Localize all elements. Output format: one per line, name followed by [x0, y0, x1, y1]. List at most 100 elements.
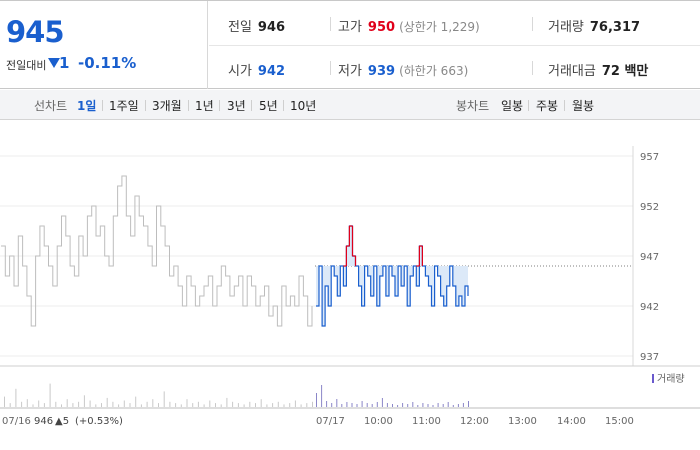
x-tick-label: 11:00: [412, 416, 441, 427]
period-5year[interactable]: 5년: [259, 99, 278, 113]
volume-bar: [123, 400, 125, 407]
intraday-price-chart: 957 952 947 942 937 거래량 07/16 946 ▲5 (+0…: [0, 146, 700, 427]
line-chart-label: 선차트: [34, 99, 68, 113]
x-tick-label: 13:00: [508, 416, 537, 427]
volume-bar: [209, 400, 211, 407]
volume-bar: [249, 401, 251, 407]
volume-bar: [306, 403, 308, 407]
volume-bar: [294, 400, 296, 407]
volume-bar: [61, 404, 62, 407]
candle-weekly[interactable]: 주봉: [536, 99, 559, 113]
volume-bar: [266, 404, 268, 407]
volume-bar: [158, 403, 159, 407]
volume-bar: [112, 401, 114, 407]
high-label: 고가: [338, 20, 362, 35]
x-tick-label: 07/16: [2, 416, 31, 427]
period-1week[interactable]: 1주일: [109, 99, 139, 113]
amount-label: 거래대금: [548, 64, 596, 79]
volume-bar: [376, 402, 378, 407]
volume-bars: [4, 383, 469, 407]
volume-legend: 거래량: [657, 373, 685, 385]
x-tick-label: 15:00: [605, 416, 634, 427]
volume-bar: [386, 403, 388, 407]
price-series: [1, 175, 633, 327]
volume-bar: [169, 401, 171, 407]
volume-bar: [255, 403, 256, 407]
y-tick-label: 952: [640, 202, 659, 213]
volume-bar: [192, 403, 194, 407]
y-tick-label: 957: [640, 152, 659, 163]
volume-bar: [272, 403, 274, 407]
volume-bar: [135, 396, 137, 407]
volume-bar: [197, 401, 199, 407]
volume-bar: [9, 403, 11, 407]
volume-bar: [437, 403, 439, 407]
volume-legend-swatch: [652, 374, 654, 383]
volume-bar: [289, 403, 291, 407]
period-3year[interactable]: 3년: [227, 99, 246, 113]
volume-bar: [186, 399, 188, 407]
volume-bar: [95, 404, 97, 407]
today-up-line: [343, 225, 423, 267]
volume-bar: [180, 404, 182, 407]
y-tick-label: 947: [640, 252, 659, 263]
volume-bar: [351, 403, 353, 407]
prev-close-label: 전일: [228, 20, 252, 35]
volume-bar: [442, 404, 444, 407]
volume-bar: [407, 404, 409, 407]
volume-bar: [83, 395, 85, 407]
volume-bar: [237, 403, 239, 407]
volume-bar: [462, 403, 464, 407]
period-3month[interactable]: 3개월: [152, 99, 182, 113]
volume-bar: [300, 404, 302, 407]
amount-value: 72 백만: [601, 64, 649, 79]
open-label: 시가: [228, 64, 252, 79]
today-line: [316, 225, 469, 327]
volume-bar: [402, 403, 404, 407]
down-arrow-icon: [48, 58, 60, 68]
volume: 거래량 76,317: [548, 16, 640, 35]
volume-bar: [356, 404, 358, 407]
volume-bar: [15, 388, 17, 407]
period-1year[interactable]: 1년: [195, 99, 214, 113]
volume-bar: [432, 405, 434, 407]
volume-bar: [21, 401, 23, 407]
volume-bar: [243, 404, 245, 407]
candle-monthly[interactable]: 월봉: [572, 99, 595, 113]
volume-bar: [203, 404, 205, 407]
trade-amount: 거래대금 72 백만: [548, 60, 648, 79]
prev-day-line: [1, 175, 313, 327]
volume-bar: [397, 405, 399, 407]
volume-bar: [392, 404, 393, 407]
prev-day-change: ▲5: [55, 416, 69, 427]
volume-bar: [331, 403, 333, 407]
volume-bar: [163, 391, 165, 407]
volume-bar: [361, 401, 363, 407]
divider: [188, 100, 189, 111]
period-10year[interactable]: 10년: [290, 99, 317, 113]
candle-daily[interactable]: 일봉: [501, 99, 524, 113]
price-summary: 945 전일대비 1 -0.11%: [0, 1, 208, 89]
volume-label: 거래량: [548, 20, 584, 35]
volume-bar: [129, 403, 131, 407]
period-1day[interactable]: 1일: [77, 99, 97, 113]
volume-bar: [55, 401, 57, 407]
x-tick-label: 12:00: [460, 416, 489, 427]
low-price: 저가 939 (하한가 663): [338, 60, 468, 79]
divider: [528, 100, 529, 111]
y-tick-label: 937: [640, 352, 659, 363]
volume-bar: [381, 398, 383, 407]
volume-bar: [101, 403, 102, 407]
prev-day-close: 946: [34, 416, 53, 427]
volume-bar: [447, 402, 449, 407]
volume-bar: [26, 399, 28, 407]
volume-value: 76,317: [589, 20, 641, 35]
volume-bar: [427, 404, 429, 407]
divider: [532, 61, 533, 75]
volume-bar: [417, 405, 419, 407]
divider: [145, 100, 146, 111]
header-row-divider: [209, 45, 700, 46]
volume-bar: [366, 403, 368, 407]
quote-header: 945 전일대비 1 -0.11% 전일 946 고가 950 (상한가 1,229)…: [0, 0, 700, 89]
volume-bar: [412, 402, 414, 407]
